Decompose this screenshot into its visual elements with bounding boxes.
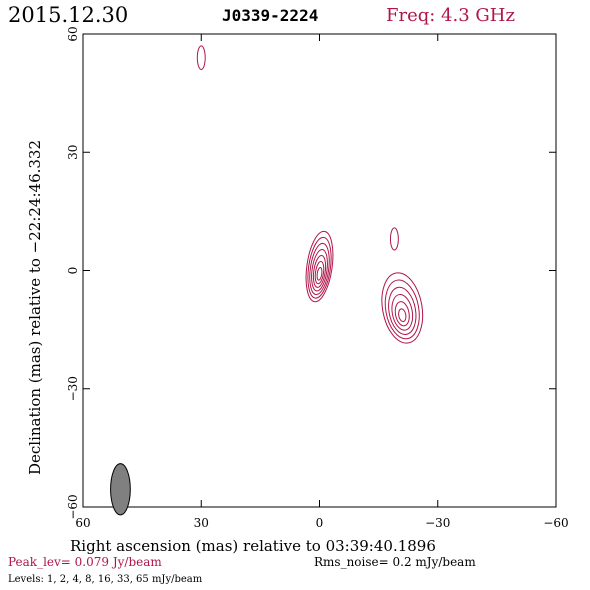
- x-tick-label: −60: [543, 516, 568, 530]
- y-tick-label: −30: [66, 376, 80, 401]
- contour-line: [196, 45, 206, 70]
- contour-line: [398, 308, 407, 323]
- contour-group-blob-north: [196, 45, 206, 70]
- peak-level: Peak_lev= 0.079 Jy/beam: [8, 555, 162, 569]
- x-tick-labels: 60 30 0 −30 −60: [75, 516, 568, 530]
- x-tick-label: 30: [194, 516, 209, 530]
- contour-line: [316, 266, 323, 281]
- contour-line: [388, 286, 417, 335]
- x-tick-label: −30: [425, 516, 450, 530]
- plot-frame: [82, 33, 557, 508]
- contour-group-core: [305, 230, 334, 303]
- contour-group-blob-east: [389, 227, 399, 251]
- source-name: J0339-2224: [222, 6, 318, 25]
- x-tick-label: 0: [316, 516, 324, 530]
- contour-group-jet-knot: [381, 272, 424, 344]
- frequency-label: Freq: 4.3 GHz: [386, 5, 515, 26]
- axis-ticks: [82, 33, 557, 508]
- contour-line: [389, 227, 399, 251]
- contour-line: [309, 242, 330, 296]
- y-tick-label: 0: [66, 267, 80, 275]
- contour-line: [394, 301, 410, 327]
- contour-line: [311, 248, 328, 292]
- contour-line: [384, 279, 420, 340]
- contour-line: [314, 260, 325, 285]
- y-tick-label: 30: [66, 145, 80, 160]
- contour-layer: [196, 45, 424, 344]
- beam-ellipse: [110, 463, 131, 516]
- y-axis-title: Declination (mas) relative to −22:24:46.…: [26, 140, 44, 475]
- x-tick-label: 60: [75, 516, 90, 530]
- contour-line: [391, 293, 414, 331]
- y-tick-labels: −60 −30 0 30 60: [66, 26, 80, 519]
- x-axis-title: Right ascension (mas) relative to 03:39:…: [70, 537, 436, 555]
- y-tick-label: 60: [66, 26, 80, 41]
- rms-noise: Rms_noise= 0.2 mJy/beam: [314, 555, 476, 569]
- contour-levels: Levels: 1, 2, 4, 8, 16, 33, 65 mJy/beam: [8, 574, 203, 585]
- contour-line: [381, 272, 424, 344]
- contour-line: [305, 230, 334, 303]
- contour-line: [307, 236, 332, 299]
- beam-ellipse-layer: [110, 463, 131, 516]
- y-tick-label: −60: [66, 494, 80, 519]
- observation-date: 2015.12.30: [8, 3, 128, 27]
- contour-line: [312, 254, 327, 288]
